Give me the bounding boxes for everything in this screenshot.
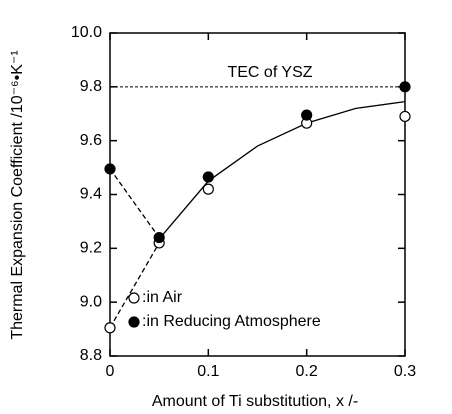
x-tick-label: 0.3 — [394, 363, 416, 380]
point — [202, 183, 214, 195]
x-tick-label: 0.2 — [296, 363, 318, 380]
dashed-line — [109, 168, 160, 238]
point — [104, 163, 116, 175]
y-tick-label: 9.2 — [80, 240, 102, 257]
x-tick-label: 0.1 — [197, 363, 219, 380]
y-tick-label: 10.0 — [71, 24, 102, 41]
y-tick-label: 9.4 — [80, 186, 102, 203]
plot-frame — [109, 32, 406, 357]
y-tick-label: 9.8 — [80, 78, 102, 95]
point — [104, 322, 116, 334]
point — [301, 109, 313, 121]
reference-label: TEC of YSZ — [227, 64, 312, 81]
point — [202, 171, 214, 183]
x-tick-label: 0 — [106, 363, 115, 380]
y-tick-label: 8.8 — [80, 347, 102, 364]
legend-label: :in Reducing Atmosphere — [142, 313, 321, 330]
x-axis-label: Amount of Ti substitution, x /- — [152, 393, 358, 410]
y-axis-label: Thermal Expansion Coefficient /10⁻⁶•K⁻¹ — [9, 50, 26, 339]
point — [399, 81, 411, 93]
point — [153, 231, 165, 244]
fit-curve — [158, 100, 406, 240]
legend-label: :in Air — [142, 289, 183, 306]
legend-marker — [128, 292, 140, 304]
dashed-line — [109, 242, 160, 329]
point — [399, 110, 411, 123]
legend-marker — [128, 316, 140, 328]
y-tick-label: 9.6 — [80, 132, 102, 149]
y-tick-label: 9.0 — [80, 293, 102, 310]
